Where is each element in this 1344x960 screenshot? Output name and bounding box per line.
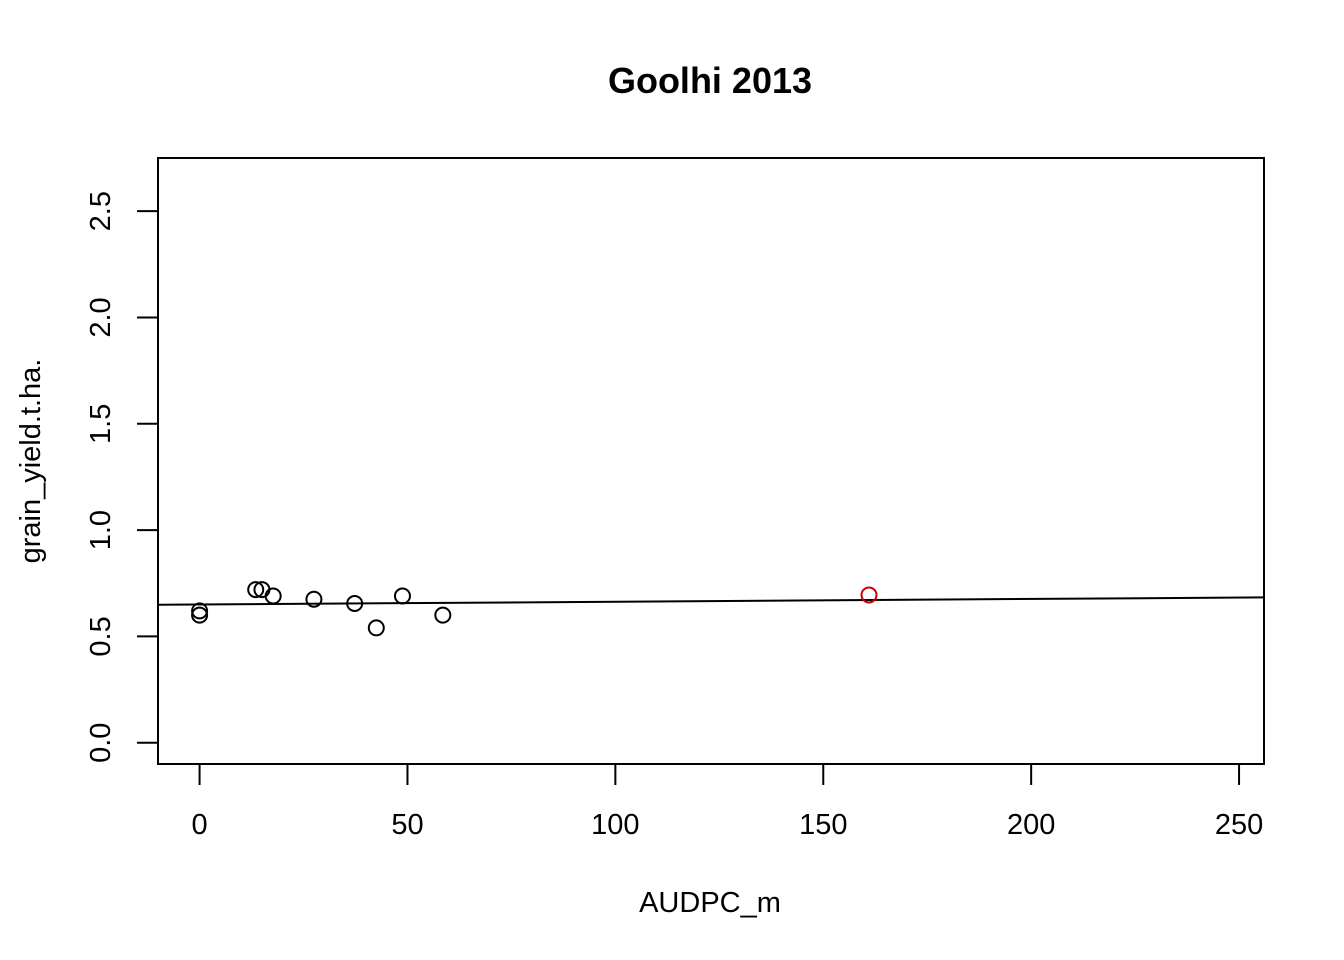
data-point — [191, 606, 209, 624]
x-tick-label: 250 — [1215, 809, 1263, 841]
data-point — [264, 587, 282, 605]
data-point — [305, 590, 323, 608]
x-tick-label: 200 — [1007, 809, 1055, 841]
y-tick-label: 0.5 — [85, 616, 117, 656]
data-point — [346, 594, 364, 612]
data-point — [191, 602, 209, 620]
y-tick-label: 0.0 — [85, 723, 117, 763]
x-tick-label: 100 — [591, 809, 639, 841]
x-axis: 0 50 100 150 200 250 — [192, 763, 1263, 841]
x-tick-label: 0 — [192, 809, 208, 841]
x-tick-label: 50 — [391, 809, 423, 841]
y-tick-label: 2.0 — [85, 297, 117, 337]
y-axis-label: grain_yield.t.ha. — [15, 359, 47, 564]
y-tick-label: 1.0 — [85, 510, 117, 550]
data-points-layer — [191, 581, 878, 637]
regression-line — [157, 596, 1265, 606]
data-point — [860, 586, 878, 604]
y-axis: 0.0 0.5 1.0 1.5 2.0 2.5 — [85, 191, 159, 763]
x-axis-label: AUDPC_m — [639, 887, 781, 919]
chart-title: Goolhi 2013 — [608, 60, 812, 101]
y-tick-label: 1.5 — [85, 404, 117, 444]
data-point — [393, 587, 411, 605]
data-point — [367, 619, 385, 637]
regression-line-layer — [157, 596, 1265, 606]
data-point — [247, 581, 265, 599]
y-tick-label: 2.5 — [85, 191, 117, 231]
x-tick-label: 150 — [799, 809, 847, 841]
plot-frame — [157, 157, 1265, 765]
data-point — [434, 606, 452, 624]
